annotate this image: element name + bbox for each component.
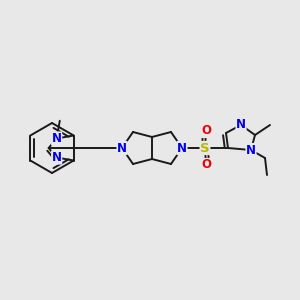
Text: N: N xyxy=(236,118,246,131)
Text: N: N xyxy=(52,151,62,164)
Text: N: N xyxy=(177,142,187,154)
Text: N: N xyxy=(117,142,127,154)
Text: O: O xyxy=(201,124,211,137)
Text: O: O xyxy=(201,158,211,172)
Text: N: N xyxy=(246,143,256,157)
Text: S: S xyxy=(200,142,210,154)
Text: N: N xyxy=(52,132,62,145)
